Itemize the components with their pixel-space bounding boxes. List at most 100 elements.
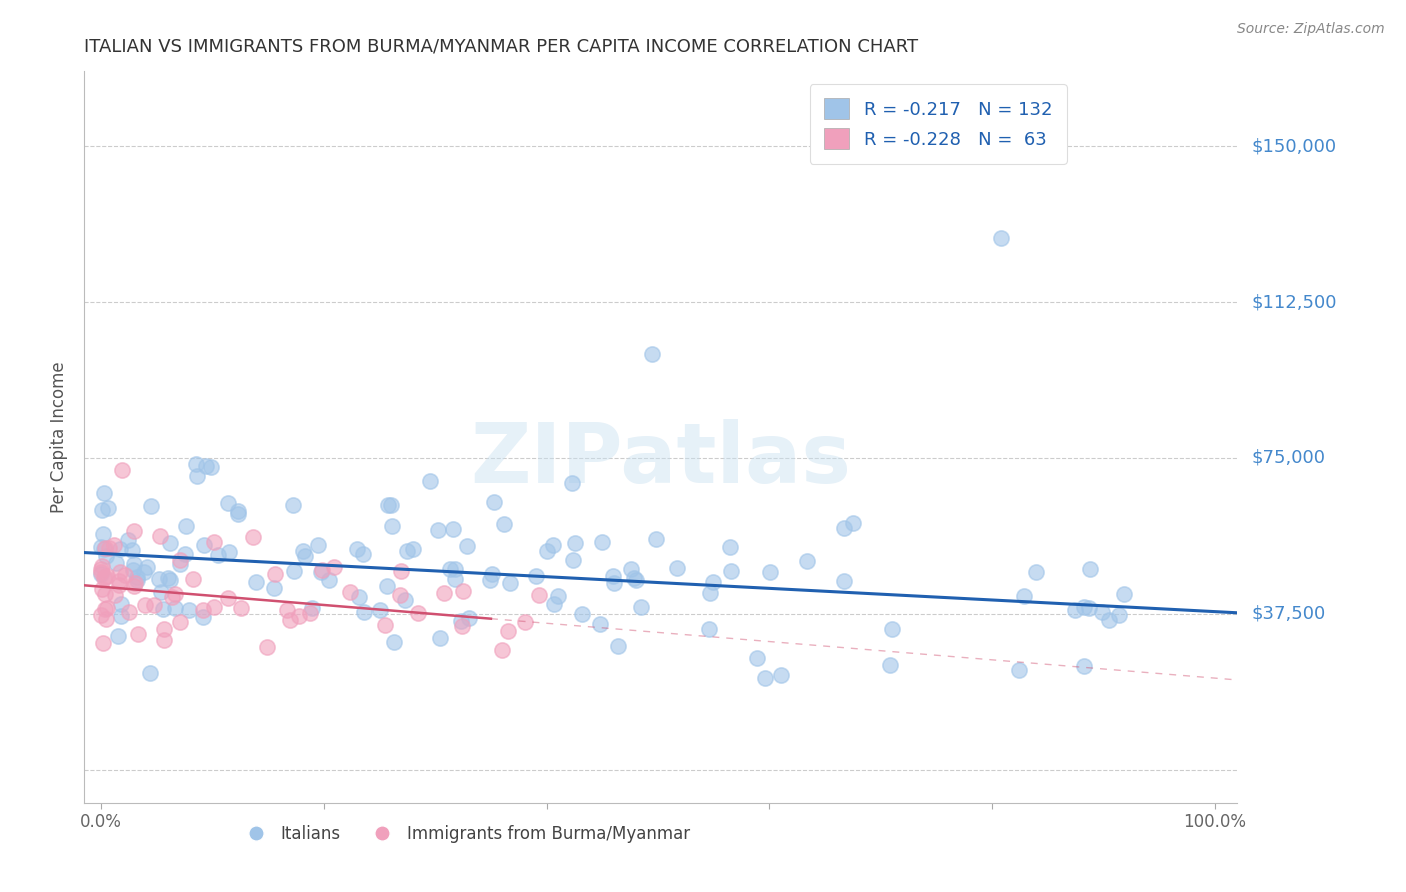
Point: [588, 616, 610, 631]
Point: [94, 569, 117, 583]
Point: [458, 610, 481, 624]
Point: [142, 598, 165, 612]
Point: [91, 636, 114, 650]
Point: [478, 573, 501, 587]
Point: [90, 562, 112, 576]
Point: [543, 597, 565, 611]
Point: [181, 572, 204, 586]
Point: [377, 579, 399, 593]
Point: [169, 553, 191, 567]
Point: [200, 459, 222, 474]
Point: [482, 495, 505, 509]
Point: [91, 526, 114, 541]
Point: [179, 603, 201, 617]
Point: [352, 547, 374, 561]
Point: [165, 587, 187, 601]
Point: [382, 634, 405, 648]
Point: [346, 542, 368, 557]
Point: [832, 521, 855, 535]
Point: [152, 601, 174, 615]
Point: [419, 474, 441, 488]
Point: [1108, 608, 1130, 623]
Point: [94, 541, 117, 555]
Point: [90, 540, 112, 554]
Point: [301, 600, 323, 615]
Point: [322, 559, 344, 574]
Point: [524, 569, 547, 583]
Point: [90, 566, 112, 581]
Point: [281, 499, 304, 513]
Point: [1025, 566, 1047, 580]
Point: [263, 581, 285, 595]
Point: [499, 576, 522, 591]
Point: [153, 622, 176, 636]
Y-axis label: Per Capita Income: Per Capita Income: [51, 361, 69, 513]
Point: [122, 524, 145, 538]
Point: [108, 541, 131, 556]
Point: [132, 565, 155, 579]
Point: [842, 516, 865, 530]
Point: [93, 485, 115, 500]
Point: [169, 558, 191, 572]
Point: [720, 564, 742, 578]
Point: [547, 589, 569, 603]
Point: [134, 599, 156, 613]
Point: [191, 603, 214, 617]
Point: [139, 666, 162, 681]
Point: [194, 458, 217, 473]
Point: [124, 579, 146, 593]
Point: [311, 563, 333, 577]
Point: [94, 587, 117, 601]
Point: [630, 599, 652, 614]
Point: [427, 523, 450, 537]
Point: [564, 536, 586, 550]
Point: [1073, 600, 1095, 615]
Point: [159, 573, 181, 587]
Point: [759, 566, 782, 580]
Point: [103, 538, 125, 552]
Point: [184, 457, 207, 471]
Point: [1098, 613, 1121, 627]
Point: [193, 610, 215, 624]
Point: [368, 603, 391, 617]
Point: [754, 671, 776, 685]
Point: [602, 569, 624, 583]
Point: [207, 549, 229, 563]
Point: [292, 543, 315, 558]
Point: [93, 602, 115, 616]
Point: [1063, 603, 1085, 617]
Point: [93, 571, 115, 585]
Point: [121, 542, 143, 557]
Point: [153, 632, 176, 647]
Point: [264, 567, 287, 582]
Point: [1078, 600, 1101, 615]
Point: [217, 591, 239, 606]
Point: [90, 559, 112, 574]
Point: [124, 557, 146, 571]
Point: [644, 533, 666, 547]
Point: [1091, 605, 1114, 619]
Point: [429, 631, 451, 645]
Point: [110, 609, 132, 624]
Point: [149, 529, 172, 543]
Point: [309, 565, 332, 579]
Point: [299, 606, 322, 620]
Point: [444, 562, 467, 576]
Point: [218, 545, 240, 559]
Point: [148, 572, 170, 586]
Point: [591, 535, 613, 549]
Point: [108, 578, 131, 592]
Point: [339, 585, 361, 599]
Point: [118, 605, 141, 619]
Point: [697, 622, 720, 636]
Point: [242, 530, 264, 544]
Point: [832, 574, 855, 588]
Point: [796, 553, 818, 567]
Point: [441, 522, 464, 536]
Point: [571, 607, 593, 622]
Point: [1014, 589, 1036, 603]
Point: [1008, 663, 1031, 677]
Point: [91, 503, 114, 517]
Point: [619, 562, 641, 576]
Point: [513, 615, 536, 629]
